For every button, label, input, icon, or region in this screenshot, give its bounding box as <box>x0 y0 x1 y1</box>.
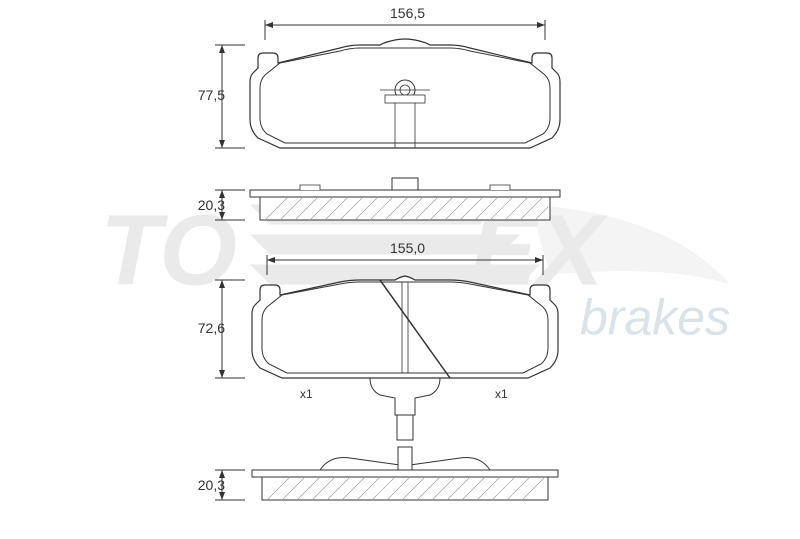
dim-pad1-height: 77,5 <box>198 87 225 103</box>
qty-right: x1 <box>495 387 508 401</box>
technical-diagram: 156,5 77,5 <box>0 0 800 534</box>
pad2-front-view: 155,0 72,6 x1 x1 <box>198 240 558 440</box>
dim-pad2-height: 72,6 <box>198 320 225 336</box>
dim-side2-thickness: 20,3 <box>198 477 225 493</box>
pad2-side-view: 20,3 <box>198 447 558 500</box>
dim-pad2-width: 155,0 <box>390 240 425 256</box>
dim-side1-thickness: 20,3 <box>198 197 225 213</box>
dim-pad1-width: 156,5 <box>390 5 425 21</box>
qty-left: x1 <box>300 387 313 401</box>
pad1-front-view: 156,5 77,5 <box>198 5 560 148</box>
pad1-side-view: 20,3 <box>198 178 560 220</box>
